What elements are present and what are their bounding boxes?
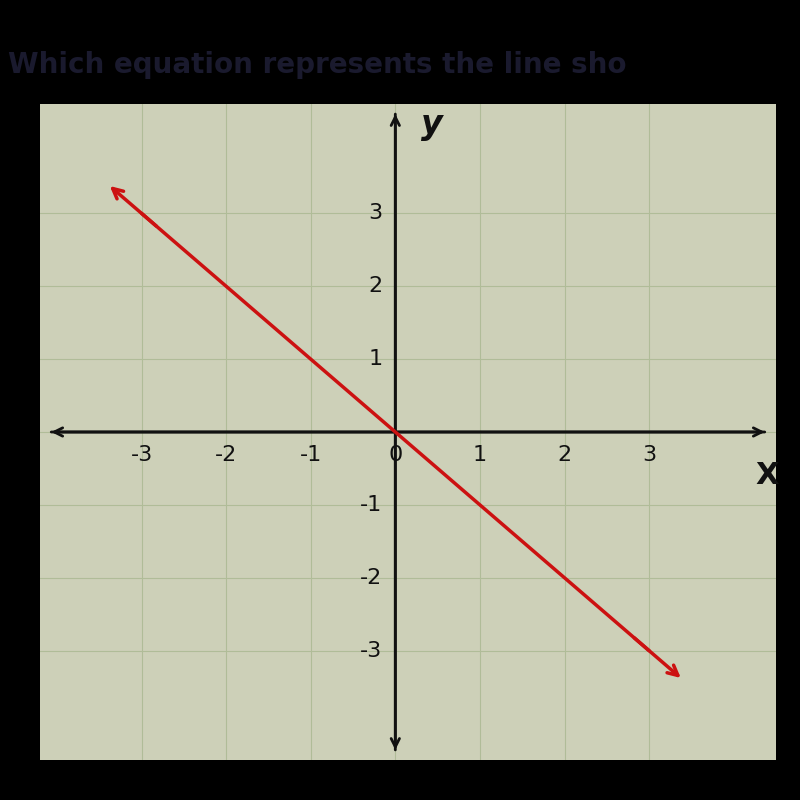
Text: 3: 3 bbox=[642, 445, 656, 465]
Text: y: y bbox=[421, 108, 442, 141]
Text: -1: -1 bbox=[299, 445, 322, 465]
Text: -3: -3 bbox=[130, 445, 153, 465]
Text: 2: 2 bbox=[558, 445, 571, 465]
Text: 1: 1 bbox=[473, 445, 487, 465]
Text: Which equation represents the line sho: Which equation represents the line sho bbox=[8, 51, 626, 79]
Text: -1: -1 bbox=[360, 495, 382, 515]
Text: -2: -2 bbox=[360, 568, 382, 588]
Text: 1: 1 bbox=[369, 349, 382, 369]
Text: 0: 0 bbox=[388, 445, 402, 465]
Text: 2: 2 bbox=[369, 276, 382, 296]
Text: -2: -2 bbox=[215, 445, 238, 465]
Text: 3: 3 bbox=[369, 203, 382, 223]
Text: -3: -3 bbox=[360, 641, 382, 661]
Text: X: X bbox=[756, 461, 779, 490]
